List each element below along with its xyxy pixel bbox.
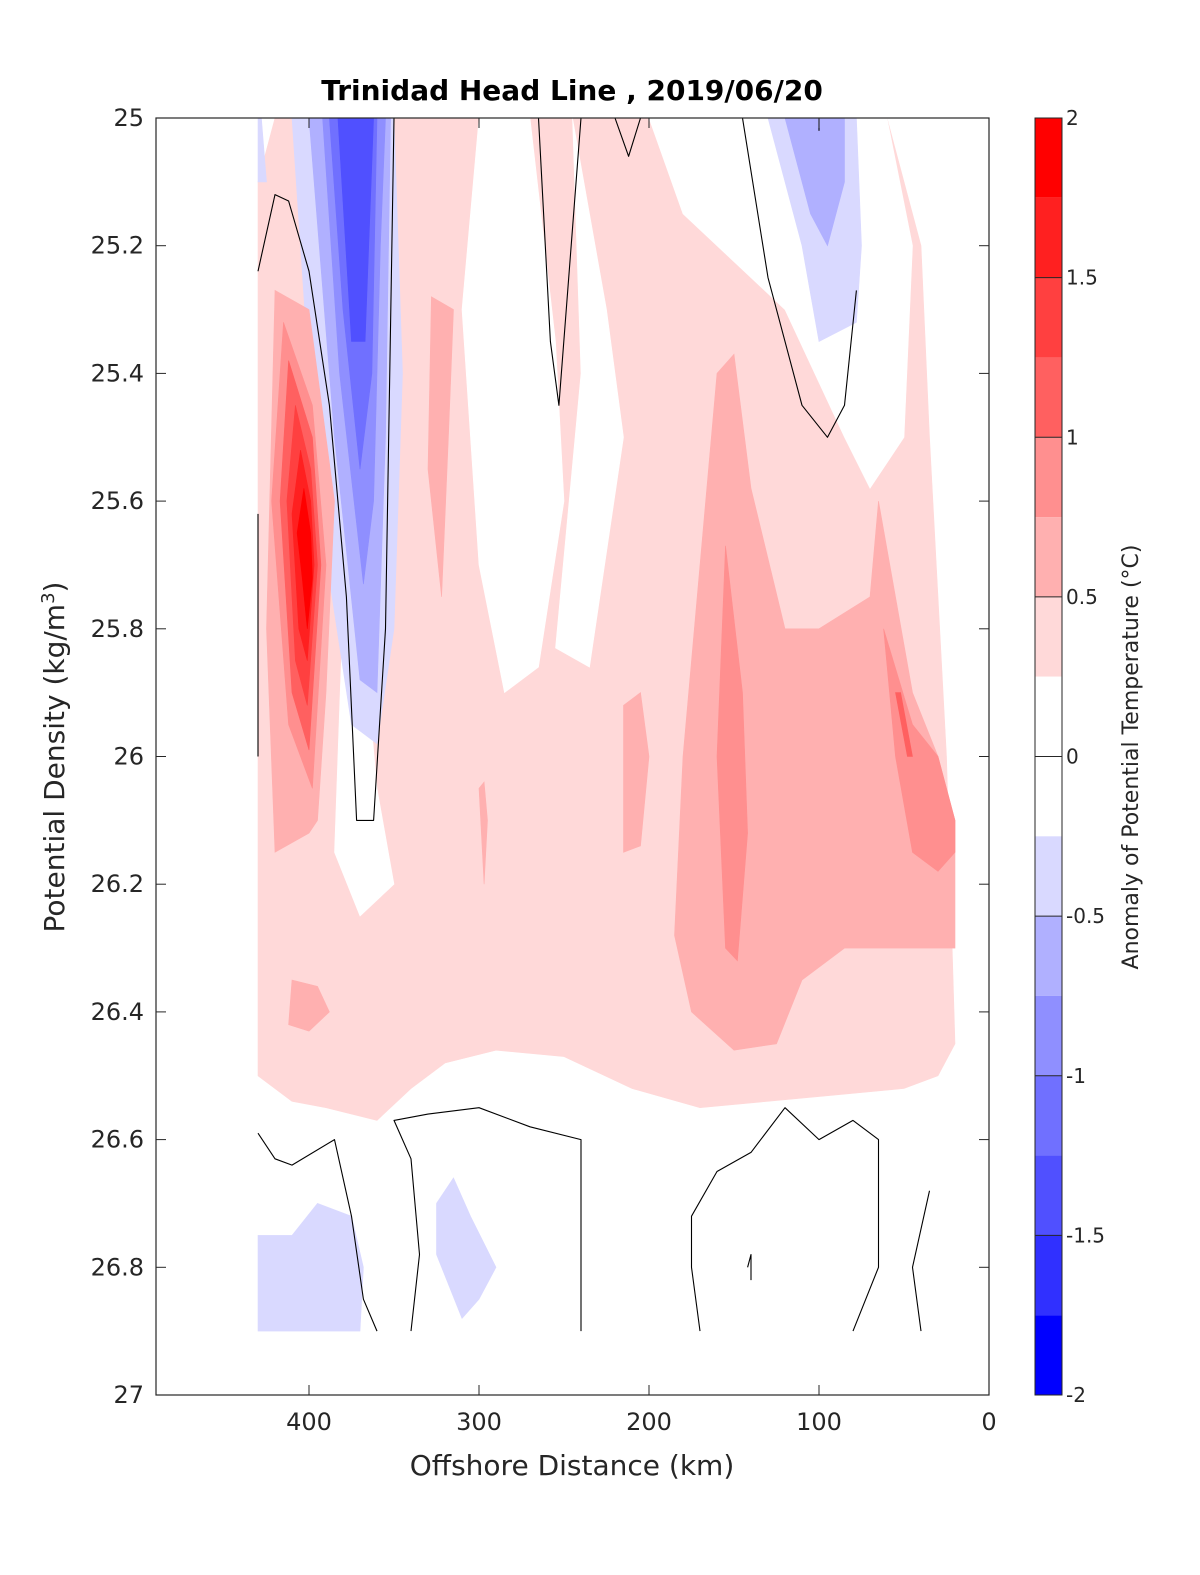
x-tick-label: 0 <box>981 1408 996 1436</box>
x-axis: 400 300 200 100 0 <box>286 118 997 1436</box>
contour-region-cool-patch-bottom-center <box>436 1177 497 1319</box>
contour-region-warm-spot-thin-center <box>478 781 488 885</box>
contour-region-warm-spot-upper-center <box>427 296 454 597</box>
colorbar-tick-label: -1 <box>1066 1064 1086 1088</box>
contour-region-warm-band-right-edge <box>883 628 956 872</box>
chart-title: Trinidad Head Line , 2019/06/20 <box>321 74 823 107</box>
colorbar-segment <box>1035 1155 1062 1236</box>
y-tick-label: 26.4 <box>91 998 144 1026</box>
colorbar-segment <box>1035 1315 1062 1395</box>
colorbar-tick-label: -2 <box>1066 1383 1086 1407</box>
contour-region-warm-spot-mid-center <box>623 692 650 853</box>
colorbar-segment <box>1035 437 1062 518</box>
colorbar-tick-label: 1.5 <box>1066 266 1098 290</box>
y-tick-label: 25.2 <box>91 232 144 260</box>
y-tick-label: 25 <box>113 104 144 132</box>
y-tick-label: 25.4 <box>91 359 144 387</box>
colorbar-segment <box>1035 197 1062 278</box>
y-tick-label: 26.8 <box>91 1253 144 1281</box>
y-axis: 25 25.2 25.4 25.6 25.8 26 26.2 26.4 26.6 26.8 27 <box>91 104 989 1409</box>
colorbar-segment <box>1035 517 1062 597</box>
x-axis-label: Offshore Distance (km) <box>410 1449 735 1482</box>
contour-line-10 <box>911 1190 931 1332</box>
x-tick-label: 200 <box>626 1408 672 1436</box>
contour-line-3 <box>537 118 582 406</box>
colorbar-tick-label: -0.5 <box>1066 904 1105 928</box>
colorbar-segment <box>1035 277 1062 358</box>
contour-line-9 <box>690 1107 880 1332</box>
y-tick-label: 25.6 <box>91 487 144 515</box>
contour-region-cool-patch-bottom-left <box>257 1203 364 1332</box>
contour-line-1 <box>257 118 395 821</box>
colorbar-tick-label: 1 <box>1066 425 1079 449</box>
y-tick-label: 25.8 <box>91 615 144 643</box>
colorbar-segment <box>1035 1235 1062 1316</box>
colorbar-label: Anomaly of Potential Temperature (°C) <box>1119 545 1144 970</box>
contour-region-warm-band-right-inner <box>716 545 748 962</box>
contour-region-neutral-wedge-center <box>555 118 624 668</box>
y-tick-label: 26 <box>113 743 144 771</box>
contour-line-8 <box>393 1107 582 1332</box>
colorbar-tick-label: 0.5 <box>1066 585 1098 609</box>
y-axis-label: Potential Density (kg/m3) <box>38 582 72 933</box>
colorbar-tick-label: -1.5 <box>1066 1223 1105 1247</box>
colorbar-segment <box>1035 596 1062 677</box>
contour-line-5 <box>741 118 857 438</box>
x-tick-label: 400 <box>286 1408 332 1436</box>
y-tick-label: 26.2 <box>91 870 144 898</box>
plot-area <box>156 118 989 1395</box>
colorbar-tick-label: 0 <box>1066 745 1079 769</box>
colorbar-segment <box>1035 118 1062 198</box>
contour-line-4 <box>614 118 642 157</box>
colorbar-segment <box>1035 357 1062 438</box>
y-axis-label-superscript: 3 <box>38 592 59 603</box>
x-tick-label: 100 <box>796 1408 842 1436</box>
contour-region-cool-patch-top-left <box>257 118 267 183</box>
contour-line-7 <box>257 1132 378 1332</box>
contour-regions <box>257 118 956 1332</box>
y-tick-label: 27 <box>113 1381 144 1409</box>
contour-line-11 <box>747 1253 752 1281</box>
colorbar-segment <box>1035 995 1062 1076</box>
colorbar-tick-label: 2 <box>1066 106 1079 130</box>
colorbar-segment <box>1035 1075 1062 1156</box>
colorbar-segment <box>1035 916 1062 996</box>
contour-region-warm-spot-lower-left <box>288 979 330 1032</box>
y-axis-label-close: ) <box>38 582 71 593</box>
colorbar <box>1034 117 1063 1396</box>
contour-region-warm-core-left-6 <box>296 488 313 629</box>
contour-lines <box>257 118 931 1332</box>
contour-region-warm-band-right <box>674 353 956 1051</box>
y-tick-label: 26.6 <box>91 1126 144 1154</box>
contour-region-warm-band-right-edge-strong <box>895 692 913 757</box>
colorbar-ticks: 2 1.5 1 0.5 0 -0.5 -1 -1.5 -2 <box>1035 106 1105 1407</box>
contour-region-neutral-slot-center <box>461 118 565 694</box>
contour-region-cool-tongue-deep <box>337 118 374 342</box>
x-tick-label: 300 <box>456 1408 502 1436</box>
y-axis-label-main: Potential Density (kg/m <box>38 604 71 933</box>
contour-region-cool-patch-top-right-inner <box>784 118 845 247</box>
colorbar-segment <box>1035 836 1062 917</box>
